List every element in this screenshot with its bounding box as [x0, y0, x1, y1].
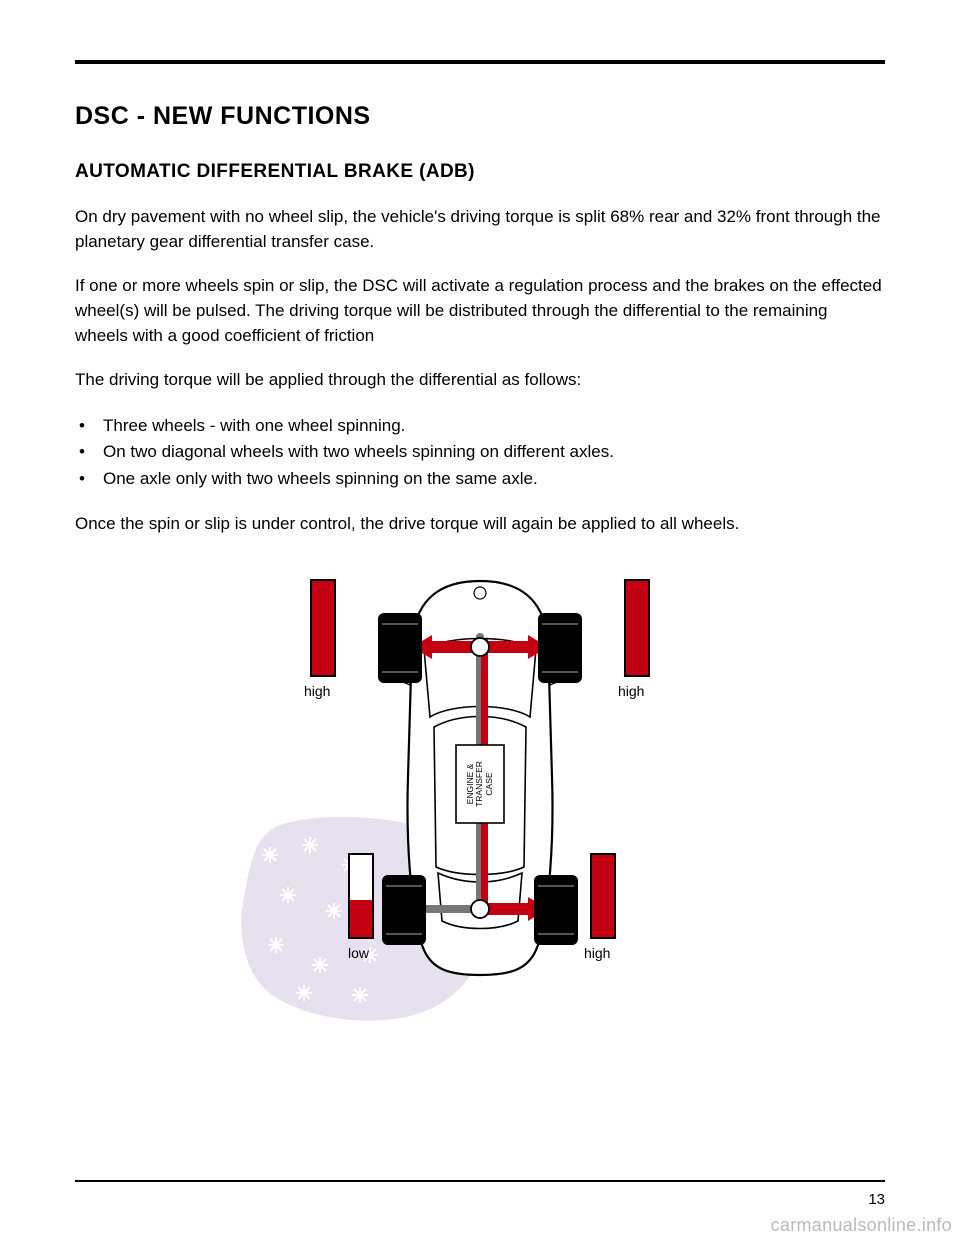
- wheel-front-right-icon: [538, 613, 582, 683]
- paragraph: If one or more wheels spin or slip, the …: [75, 274, 885, 348]
- gauge-label: high: [584, 945, 610, 961]
- gauge-label: high: [618, 683, 644, 699]
- wheel-front-left-icon: [378, 613, 422, 683]
- paragraph: The driving torque will be applied throu…: [75, 368, 885, 393]
- list-item: One axle only with two wheels spinning o…: [75, 466, 885, 492]
- section-heading: AUTOMATIC DIFFERENTIAL BRAKE (ADB): [75, 161, 885, 183]
- gauge-front-right: [624, 579, 650, 677]
- engine-label-line: CASE: [485, 761, 494, 807]
- gauge-front-left: [310, 579, 336, 677]
- gauge-label: low: [348, 945, 369, 961]
- gauge-rear-right: [590, 853, 616, 939]
- adb-diagram: high high low high: [240, 557, 720, 1037]
- bullet-list: Three wheels - with one wheel spinning. …: [75, 413, 885, 492]
- manual-page: DSC - NEW FUNCTIONS AUTOMATIC DIFFERENTI…: [0, 0, 960, 1242]
- diagram-container: high high low high: [75, 557, 885, 1037]
- car-top-view-icon: ENGINE & TRANSFER CASE: [390, 577, 570, 977]
- gauge-rear-left: [348, 853, 374, 939]
- engine-transfer-box: ENGINE & TRANSFER CASE: [456, 745, 504, 823]
- gauge-fill: [592, 855, 614, 937]
- page-title: DSC - NEW FUNCTIONS: [75, 102, 885, 131]
- list-item: On two diagonal wheels with two wheels s…: [75, 439, 885, 465]
- page-number: 13: [868, 1191, 885, 1208]
- watermark: carmanualsonline.info: [771, 1215, 952, 1236]
- paragraph: Once the spin or slip is under control, …: [75, 512, 885, 537]
- gauge-fill: [312, 581, 334, 675]
- list-item: Three wheels - with one wheel spinning.: [75, 413, 885, 439]
- top-rule: [75, 60, 885, 64]
- wheel-rear-left-icon: [382, 875, 426, 945]
- bottom-rule: [75, 1180, 885, 1182]
- wheel-rear-right-icon: [534, 875, 578, 945]
- gauge-label: high: [304, 683, 330, 699]
- gauge-fill: [626, 581, 648, 675]
- gauge-fill: [350, 900, 372, 937]
- paragraph: On dry pavement with no wheel slip, the …: [75, 205, 885, 254]
